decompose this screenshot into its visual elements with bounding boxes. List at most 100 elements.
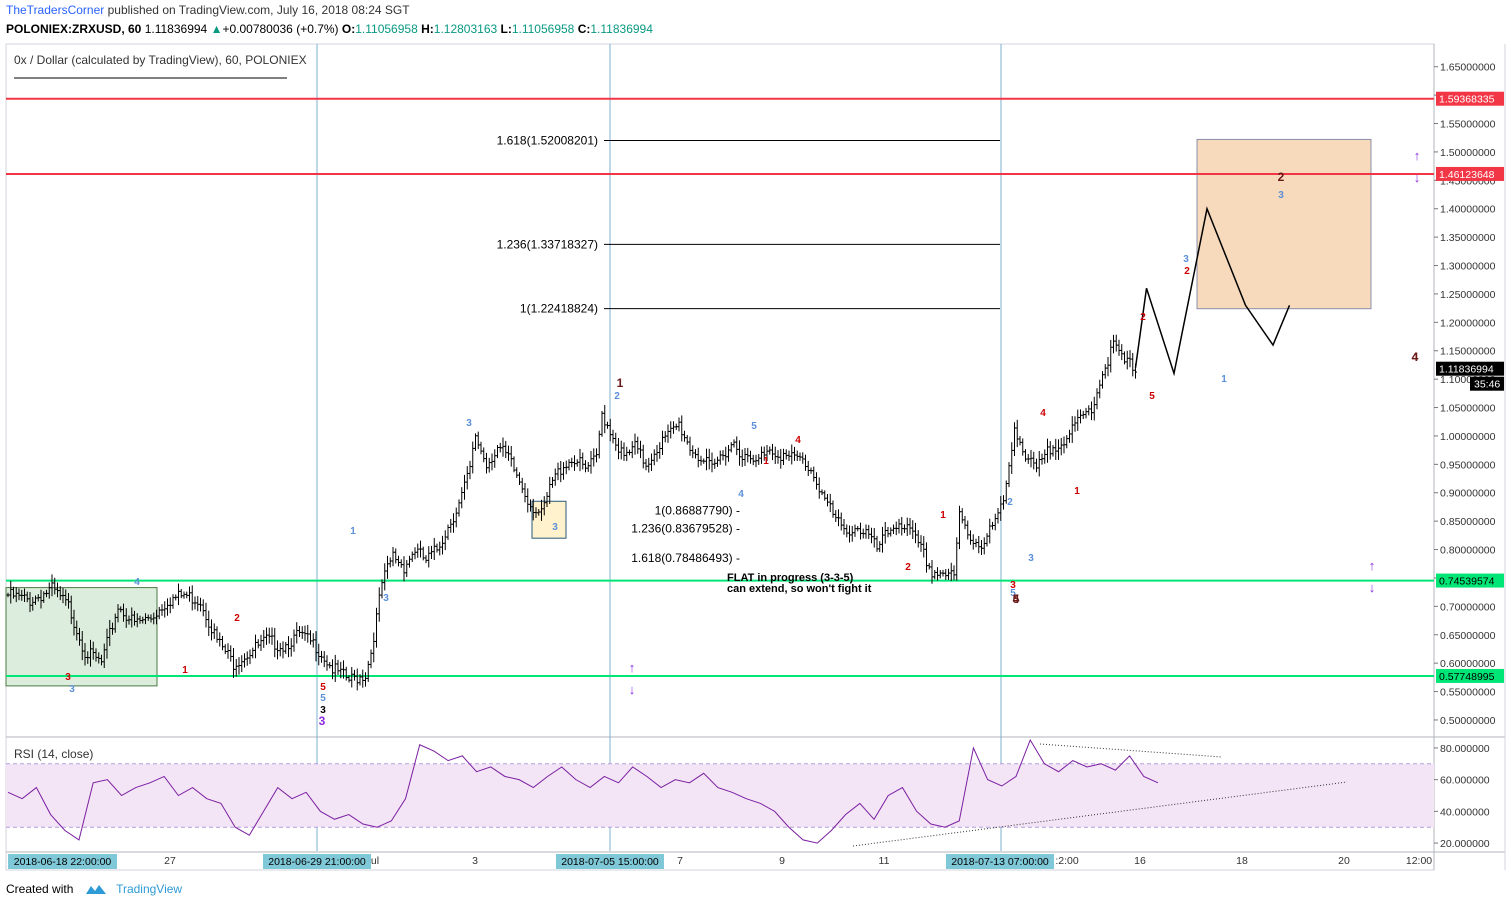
high-label: H: [421,22,434,36]
time-highlight-badge [946,854,1054,869]
rsi-title: RSI (14, close) [14,747,93,761]
rsi-tick-label: 40.000000 [1440,806,1490,818]
price-tick-label: 0.55000000 [1440,687,1496,699]
wave-label: 3 [69,684,75,695]
wave-label: 3 [320,705,326,716]
price-tick-label: 0.65000000 [1440,630,1496,642]
time-tick-label: 11 [879,855,890,867]
wave-label: 1 [350,526,356,537]
green-range-box [5,587,158,687]
time-highlight-badge [8,854,117,869]
time-highlight-label: 2018-07-13 07:00:00 [951,856,1049,868]
price-tick-label: 1.00000000 [1440,431,1496,443]
price-tick-label: 0.90000000 [1440,488,1496,500]
time-tick-label: 7 [677,855,683,867]
wave-label: 5 [1013,592,1020,606]
countdown-label: 35:46 [1474,379,1500,391]
wave4-box [531,500,567,539]
price-tick-label: 1.55000000 [1440,119,1496,131]
rsi-line [7,738,1159,844]
wave-label: 3 [1028,553,1034,564]
level-label-2: 1.46123648 [1439,169,1495,181]
wave-label: 4 [1412,350,1419,364]
wave-label: 3 [552,522,558,533]
time-highlight-badge [263,854,371,869]
level-badge-2 [1436,166,1504,181]
time-tick-label: ul [371,855,379,867]
high-value: 1.12803163 [433,22,498,36]
projection-path [1134,206,1291,377]
fib-label-upper-2: 1.236(1.33718327) [497,237,598,251]
created-with-label: Created with [6,882,74,896]
close-value: 1.11836994 [590,22,653,36]
price-tick-label: 0.85000000 [1440,516,1496,528]
target-zone-box [1196,138,1372,310]
price-tick-label: 1.65000000 [1440,62,1496,74]
wave-label: 4 [1040,408,1046,419]
up-arrow-icon: ↑ [1414,148,1421,163]
fib-label-upper-3: 1(1.22418824) [520,302,598,316]
time-tick-label: 27 [164,855,176,867]
level-badge-1 [1436,91,1504,106]
level-badge-4 [1436,668,1504,683]
price-tick-label: 1.05000000 [1440,403,1496,415]
price-tick-label: 0.80000000 [1440,545,1496,557]
wave-label: 2 [1278,170,1285,184]
wave-label: 1 [763,456,769,467]
last-price-badge [1436,361,1504,376]
wave-label: 4 [134,577,140,588]
wave-label: 1 [1074,486,1080,497]
level-label-4: 0.57748995 [1439,671,1495,683]
wave-label: 2 [905,562,911,573]
price-tick-label: 0.95000000 [1440,459,1496,471]
tradingview-logo-icon [85,885,106,894]
rsi-tick-label: 80.000000 [1440,743,1490,755]
price-tick-label: 1.30000000 [1440,261,1496,273]
price-tick-label: 1.25000000 [1440,289,1496,301]
wave-label: 3 [383,593,389,604]
time-tick-label: 16 [1134,855,1146,867]
price-tick-label: 0.50000000 [1440,715,1496,727]
time-tick-label: 18 [1236,855,1248,867]
wave-label: 5 [320,693,326,704]
level-label-1: 1.59368335 [1439,94,1495,106]
time-highlight-label: 2018-06-18 22:00:00 [14,856,112,868]
time-highlight-badge [556,854,664,869]
wave-label: 4 [1013,592,1020,606]
wave-label: 1 [1221,374,1227,385]
footer: Created with TradingView [6,882,182,896]
time-tick-label: 12:00 [1406,855,1432,867]
author-link[interactable]: TheTradersCorner [6,3,105,17]
wave-label: 2 [234,613,240,624]
chart-title: 0x / Dollar (calculated by TradingView),… [14,53,307,67]
open-label: O: [341,22,356,36]
time-tick-label: :2:00 [1055,855,1079,867]
wave-label: 4 [795,435,801,446]
wave-label: 4 [1412,350,1419,364]
symbol-label: POLONIEX:ZRXUSD, 60 [6,22,142,36]
time-highlight-label: 2018-07-05 15:00:00 [561,856,659,868]
low-label: L: [500,22,512,36]
wave-label: 3 [1183,254,1189,265]
publish-header: TheTradersCorner published on TradingVie… [6,3,410,17]
time-highlight-label: 2018-06-29 21:00:00 [268,856,366,868]
level-badge-3 [1436,573,1504,588]
open-value: 1.11056958 [355,22,418,36]
fib-label-lower-2: 1.236(0.83679528) - [631,522,740,536]
rsi-tick-label: 20.000000 [1440,838,1490,850]
wave-label: 3 [65,672,71,683]
wave-label: 5 [1149,391,1155,402]
up-arrow-icon: ↑ [629,660,636,675]
low-value: 1.11056958 [511,22,575,36]
last-price-label: 1.11836994 [1439,364,1494,376]
symbol-header: POLONIEX:ZRXUSD, 60 1.11836994 ▲+0.00780… [6,22,653,36]
close-label: C: [577,22,591,36]
fib-label-lower-1: 1(0.86887790) - [655,503,740,517]
down-arrow-icon: ↓ [1369,580,1376,595]
up-arrow-icon: ↑ [1369,558,1376,573]
wave-label: 2 [1184,266,1190,277]
time-tick-label: 9 [779,855,785,867]
wave-label: 2 [1140,312,1146,323]
tradingview-link[interactable]: TradingView [116,882,183,896]
